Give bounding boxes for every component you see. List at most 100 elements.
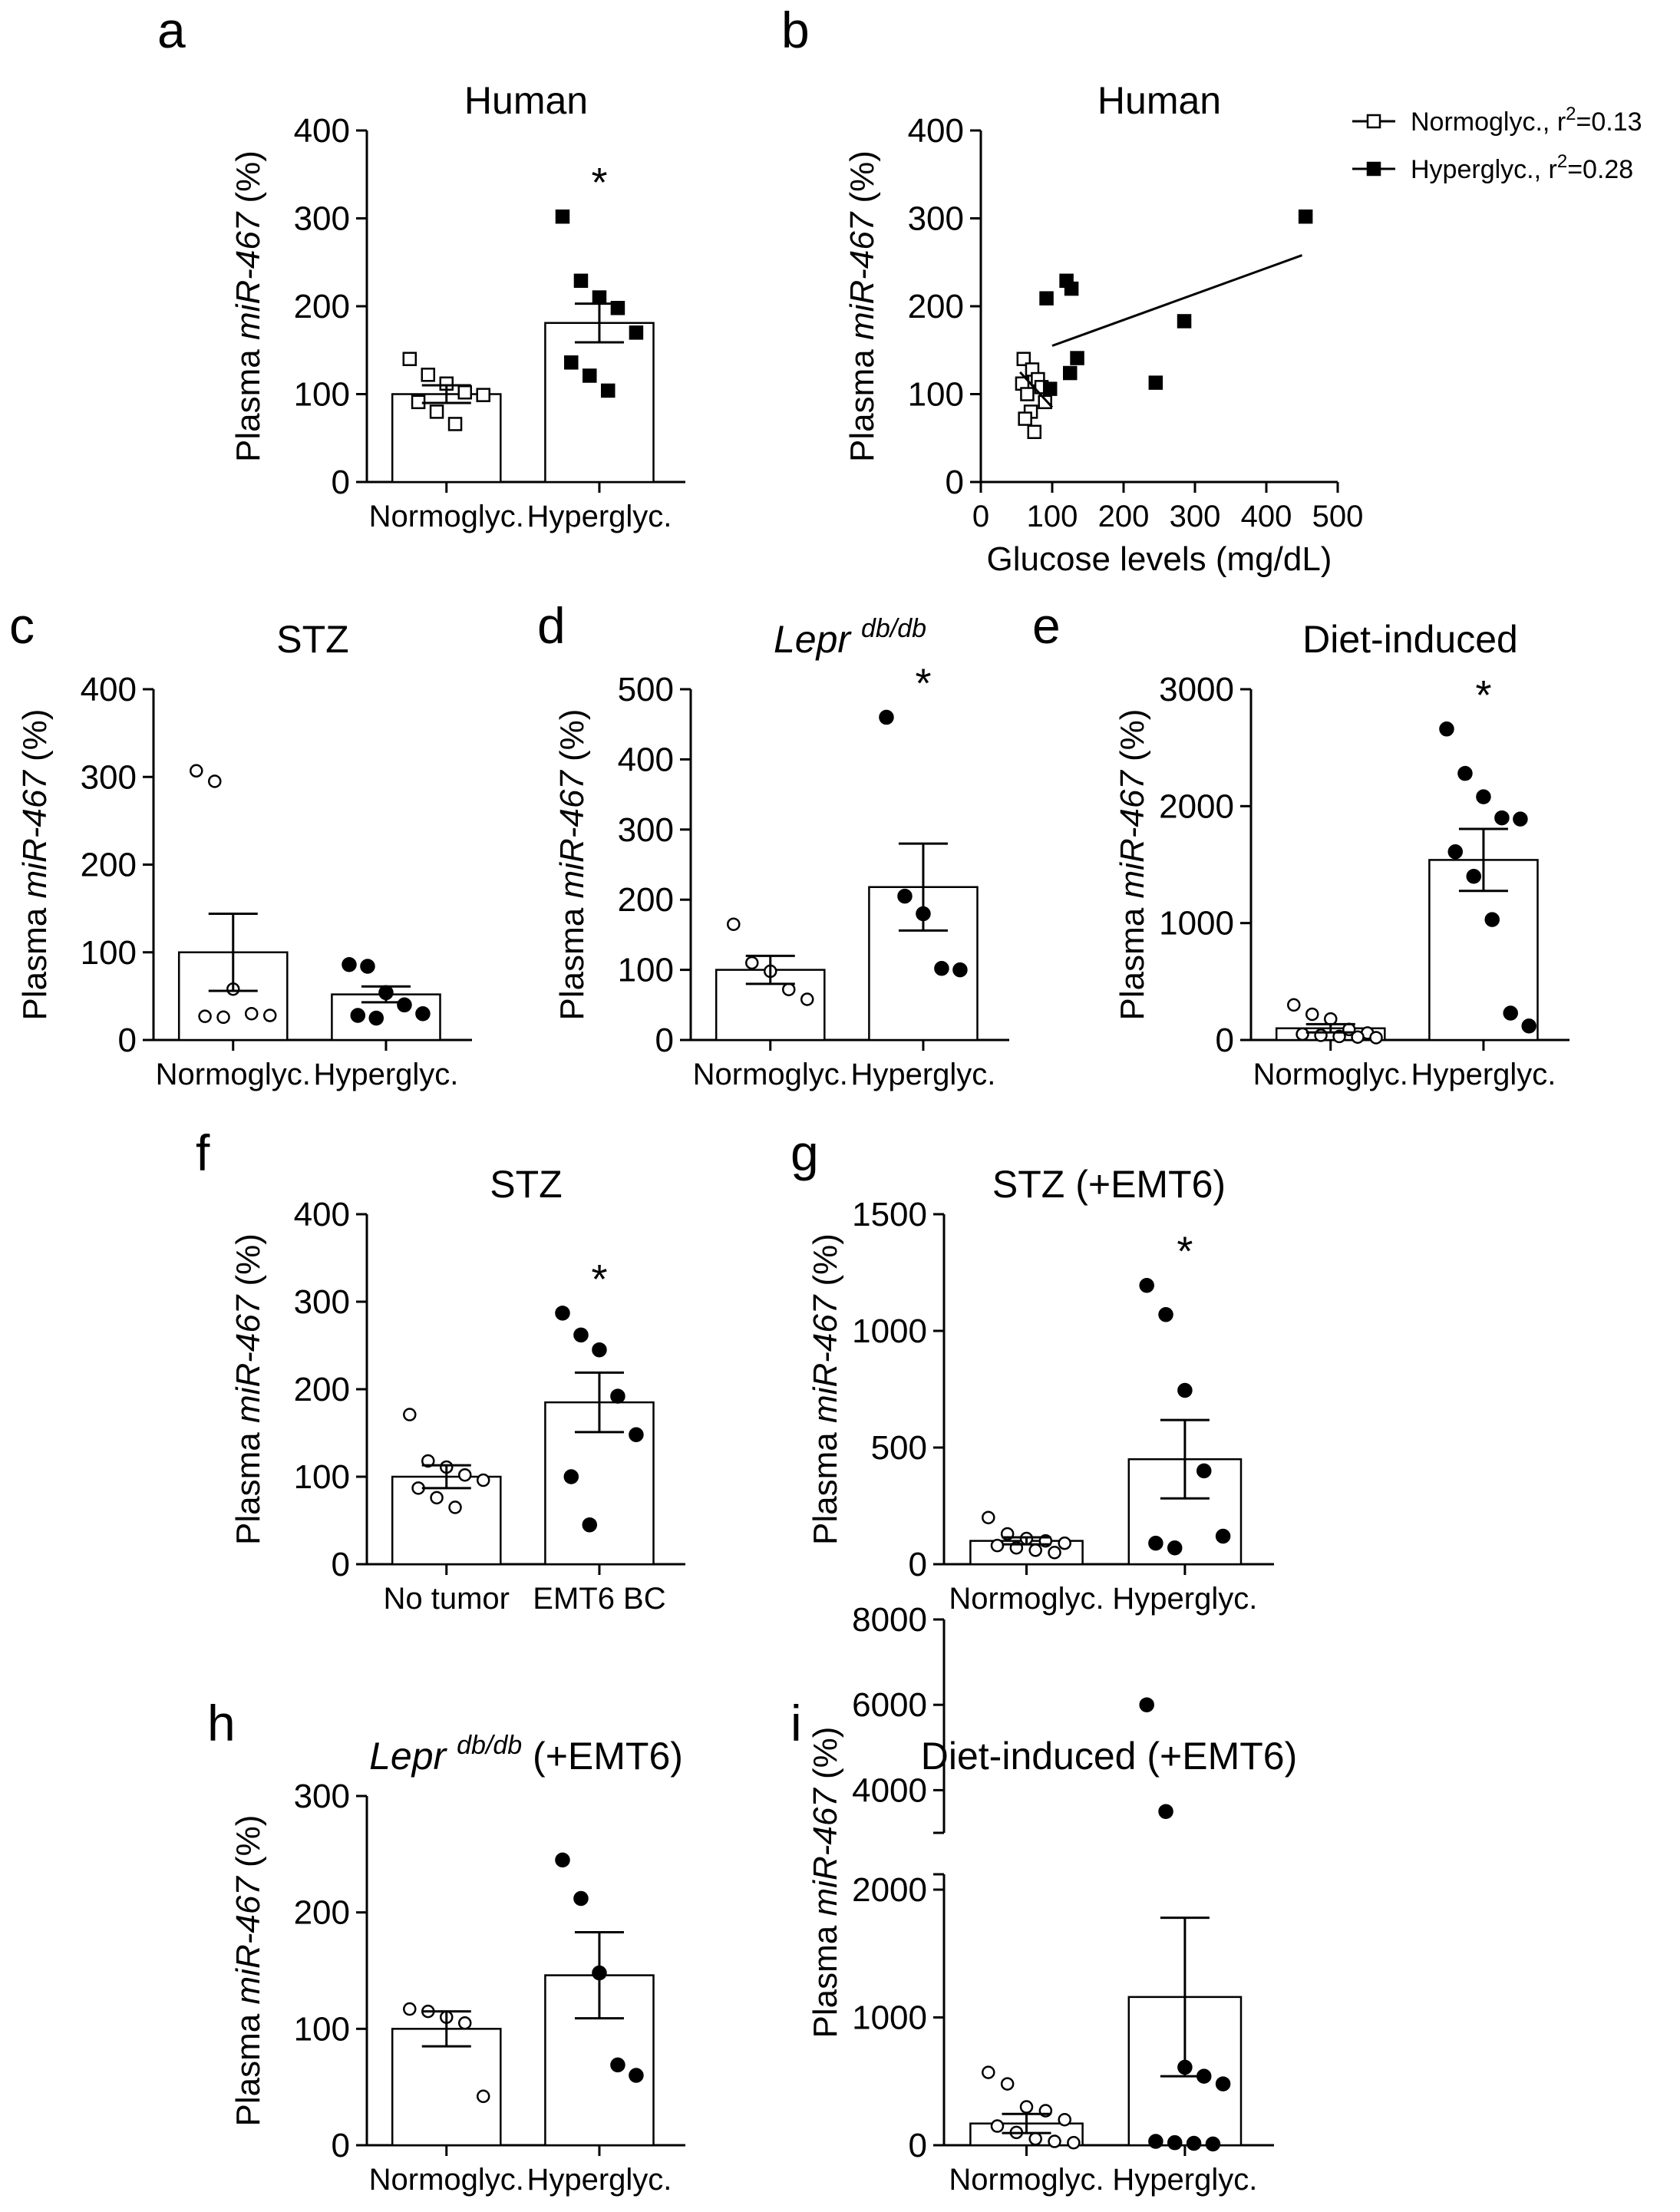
y-axis-label: Plasma miR-467 (%): [229, 1815, 267, 2127]
data-point: [1027, 424, 1041, 439]
data-point: [350, 1008, 366, 1023]
data-point: [360, 959, 375, 974]
data-point: [573, 1890, 589, 1907]
data-point: [629, 2068, 644, 2083]
chart-title: STZ: [276, 618, 348, 661]
y-tick-label: 300: [294, 200, 350, 238]
chart-title: STZ (+EMT6): [992, 1163, 1226, 1206]
x-tick-label: Hyperglyc.: [526, 500, 672, 533]
y-tick-label: 0: [1216, 1022, 1234, 1059]
data-point: [448, 1501, 462, 1514]
y-axis-label: Plasma miR-467 (%): [807, 1727, 844, 2039]
data-point: [447, 417, 463, 431]
y-tick-label: 100: [294, 376, 350, 414]
y-tick-label: 1000: [1159, 905, 1234, 943]
data-point: [1287, 998, 1301, 1012]
data-point: [1039, 291, 1054, 305]
panel-label: b: [781, 2, 810, 58]
data-point: [1042, 381, 1058, 396]
y-tick-label: 0: [946, 464, 964, 501]
x-tick-label: 400: [1241, 500, 1292, 533]
y-axis-label: Plasma miR-467 (%): [229, 1233, 267, 1545]
x-tick-label: 300: [1170, 500, 1221, 533]
x-tick-label: Normoglyc.: [949, 2163, 1104, 2197]
data-point: [421, 368, 436, 382]
data-point: [1020, 387, 1035, 401]
data-point: [573, 273, 589, 289]
y-tick-label: 200: [618, 881, 674, 919]
data-point: [582, 1517, 598, 1533]
data-point: [1018, 411, 1032, 426]
panel-h: h Lepr db/db (+EMT6) 0 100 200 300 Plasma miR-…: [207, 1695, 685, 2197]
x-tick-label: Normoglyc.: [949, 1582, 1104, 1616]
chart-title: Human: [1097, 79, 1221, 122]
data-point: [476, 2089, 490, 2104]
data-point: [1019, 2100, 1034, 2114]
y-axis-label: Plasma miR-467 (%): [1114, 709, 1151, 1021]
data-point: [629, 325, 644, 340]
x-tick-label: 0: [972, 500, 989, 533]
chart-title: Diet-induced (+EMT6): [921, 1735, 1297, 1778]
data-point: [610, 2057, 625, 2073]
data-point: [1215, 2076, 1231, 2091]
data-point: [952, 962, 968, 978]
y-tick-label: 400: [294, 112, 350, 150]
data-point: [1324, 1012, 1338, 1026]
x-axis-label: Glucose levels (mg/dL): [987, 540, 1332, 578]
data-point: [592, 290, 607, 305]
data-point: [1064, 281, 1079, 296]
data-point: [982, 1510, 995, 1524]
data-point: [262, 1009, 277, 1022]
y-tick-label: 2000: [1159, 787, 1234, 825]
legend-entry: Normoglyc., r2=0.13: [1411, 104, 1642, 137]
bar: [391, 393, 502, 484]
legend-marker: [1366, 161, 1381, 177]
data-point: [1048, 1546, 1061, 1560]
data-point: [1521, 1018, 1536, 1034]
chart-title: Lepr db/db: [774, 614, 926, 661]
data-point: [1148, 375, 1163, 390]
y-tick-label: 400: [81, 671, 137, 708]
data-point: [1148, 1535, 1163, 1551]
data-point: [934, 961, 949, 976]
x-tick-label: EMT6 BC: [533, 1582, 665, 1616]
y-tick-label: 6000: [852, 1686, 927, 1724]
data-point: [1205, 2136, 1221, 2152]
panel-label: f: [196, 1124, 210, 1181]
panel-c: c STZ 0 100 200 300 400 Plasma miR-467 (%) Normo…: [9, 597, 472, 1091]
data-point: [1494, 810, 1510, 826]
data-point: [476, 388, 490, 402]
y-tick-label: 500: [871, 1429, 927, 1467]
panel-f: f STZ 0 100 200 300 400 Plasma miR-467 (%) No tu…: [196, 1124, 685, 1616]
x-tick-label: 500: [1312, 500, 1364, 533]
panel-label: d: [537, 597, 566, 654]
panel-label: g: [790, 1124, 819, 1181]
data-point: [592, 1342, 607, 1358]
y-tick-label: 1000: [852, 1312, 927, 1350]
y-tick-label: 300: [618, 811, 674, 849]
panel-a: a Human 0 100 200 300 400 Plasma miR-467 (%) Nor…: [157, 2, 685, 533]
data-point: [1215, 1528, 1231, 1544]
y-tick-label: 200: [908, 288, 964, 325]
data-point: [1148, 2134, 1163, 2149]
data-point: [1139, 1277, 1154, 1293]
x-tick-label: Normoglyc.: [156, 1058, 311, 1091]
chart-title: STZ: [490, 1163, 562, 1206]
x-tick-label: Normoglyc.: [369, 500, 524, 533]
y-tick-label: 100: [618, 952, 674, 989]
y-tick-label: 200: [294, 1371, 350, 1408]
data-point: [800, 992, 814, 1006]
data-point: [403, 2002, 417, 2016]
panel-label: i: [790, 1695, 802, 1751]
x-tick-label: Normoglyc.: [369, 2163, 524, 2197]
data-point: [397, 997, 412, 1013]
data-point: [457, 385, 472, 400]
data-point: [1513, 811, 1528, 827]
data-point: [1067, 2135, 1081, 2150]
y-tick-label: 0: [332, 464, 350, 501]
y-tick-label: 1000: [852, 1999, 927, 2037]
y-axis-label: Plasma miR-467 (%): [553, 709, 591, 1021]
bar: [391, 2028, 502, 2147]
